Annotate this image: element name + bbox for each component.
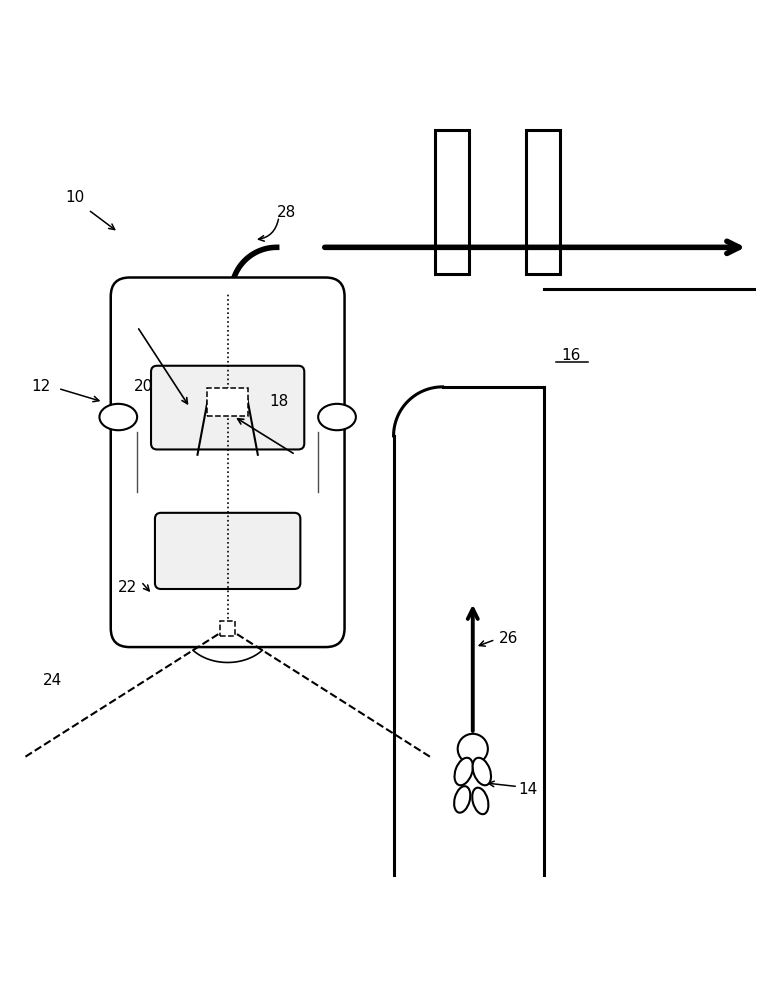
Ellipse shape [99, 404, 137, 430]
Text: 20: 20 [133, 379, 153, 394]
Text: 14: 14 [518, 782, 537, 797]
Ellipse shape [472, 758, 491, 785]
Ellipse shape [454, 786, 470, 813]
Text: 10: 10 [66, 190, 85, 205]
FancyBboxPatch shape [155, 513, 301, 589]
Text: 16: 16 [561, 348, 581, 363]
Circle shape [458, 734, 488, 764]
Bar [220, 621, 235, 636]
Ellipse shape [472, 788, 488, 814]
FancyBboxPatch shape [111, 278, 344, 647]
Ellipse shape [454, 758, 473, 785]
Text: 18: 18 [269, 394, 288, 409]
Text: 24: 24 [43, 673, 62, 688]
Bar [207, 388, 248, 416]
Ellipse shape [318, 404, 356, 430]
Bar [525, 130, 559, 274]
Bar [435, 130, 469, 274]
FancyBboxPatch shape [151, 366, 304, 449]
Text: 12: 12 [32, 379, 51, 394]
Text: 28: 28 [276, 205, 296, 220]
Text: 22: 22 [118, 580, 138, 595]
Text: 26: 26 [499, 631, 519, 646]
